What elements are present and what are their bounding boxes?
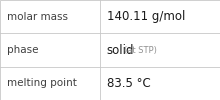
- Text: phase: phase: [7, 45, 38, 55]
- Text: (at STP): (at STP): [124, 46, 157, 54]
- Text: solid: solid: [107, 44, 134, 56]
- Text: melting point: melting point: [7, 78, 77, 88]
- Text: molar mass: molar mass: [7, 12, 68, 22]
- Text: 83.5 °C: 83.5 °C: [107, 77, 150, 90]
- Text: 140.11 g/mol: 140.11 g/mol: [107, 10, 185, 23]
